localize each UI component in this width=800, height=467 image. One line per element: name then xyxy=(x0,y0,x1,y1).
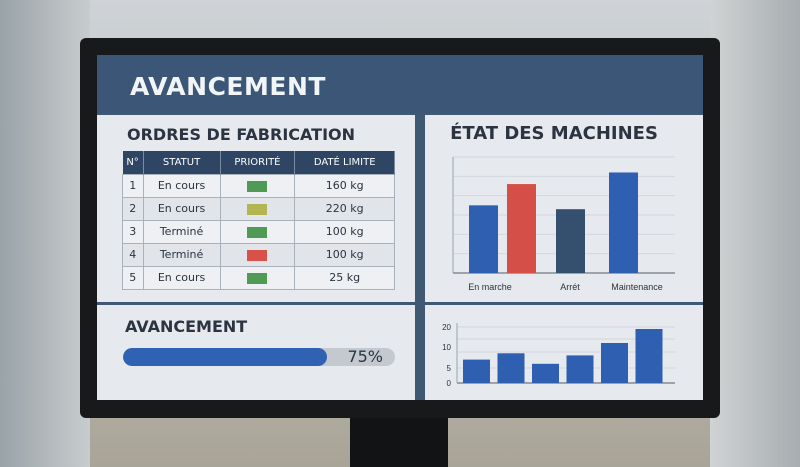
background-right xyxy=(710,0,800,467)
bar xyxy=(556,209,585,273)
order-status: En cours xyxy=(142,173,221,198)
priority-swatch xyxy=(247,180,268,192)
bar xyxy=(463,359,490,383)
order-status: En cours xyxy=(142,196,221,221)
bar xyxy=(507,184,536,273)
priority-cell xyxy=(219,173,296,198)
table-row: 4 Terminé 100 kg xyxy=(122,242,395,267)
priority-cell xyxy=(219,219,296,244)
orders-panel: ORDRES DE FABRICATION N° STATUT PRIORITÉ… xyxy=(97,115,415,302)
order-status: Terminé xyxy=(142,242,221,267)
bar xyxy=(601,343,628,383)
order-value: 25 kg xyxy=(294,265,395,290)
bar xyxy=(635,329,663,383)
y-tick-label: 20 xyxy=(442,323,451,332)
header: AVANCEMENT xyxy=(97,55,703,113)
orders-title: ORDRES DE FABRICATION xyxy=(127,125,356,144)
progress-title: AVANCEMENT xyxy=(125,317,248,336)
dashboard-screen: AVANCEMENT ORDRES DE FABRICATION N° STAT… xyxy=(97,55,703,400)
order-number: 5 xyxy=(122,265,144,290)
progress-panel: AVANCEMENT 75% xyxy=(97,305,415,400)
order-number: 3 xyxy=(122,219,144,244)
col-header: DATÉ LIMITE xyxy=(294,151,395,174)
progress-bar: 75% xyxy=(123,348,395,366)
machines-title: ÉTAT DES MACHINES xyxy=(450,123,658,144)
order-value: 100 kg xyxy=(294,242,395,267)
priority-cell xyxy=(219,242,296,267)
order-number: 4 xyxy=(122,242,144,267)
y-tick-label: 0 xyxy=(447,379,452,388)
order-value: 100 kg xyxy=(294,219,395,244)
priority-swatch xyxy=(247,272,268,284)
machines-chart: En marche Arrét Maintenance xyxy=(452,156,675,292)
order-number: 2 xyxy=(122,196,144,221)
bar xyxy=(566,355,594,383)
x-tick-label: En marche xyxy=(468,282,512,292)
page-title: AVANCEMENT xyxy=(130,72,326,101)
bar xyxy=(609,172,638,273)
priority-swatch xyxy=(247,249,268,261)
col-header: N° xyxy=(122,151,144,174)
y-tick-label: 5 xyxy=(447,364,452,373)
table-row: 3 Terminé 100 kg xyxy=(122,219,395,244)
monitor-stand xyxy=(350,418,448,467)
order-status: En cours xyxy=(142,265,221,290)
trend-panel: 0 5 10 20 xyxy=(425,305,703,400)
progress-label: 75% xyxy=(347,348,383,366)
table-row: 1 En cours 160 kg xyxy=(122,173,395,198)
y-tick-label: 10 xyxy=(442,343,451,352)
orders-table: N° STATUT PRIORITÉ DATÉ LIMITE 1 En cour… xyxy=(122,151,395,290)
bar xyxy=(532,363,559,383)
priority-swatch xyxy=(247,203,268,215)
priority-cell xyxy=(219,196,296,221)
trend-chart: 0 5 10 20 xyxy=(442,323,675,388)
order-status: Terminé xyxy=(142,219,221,244)
table-row: 2 En cours 220 kg xyxy=(122,196,395,221)
bar xyxy=(469,205,498,273)
table-row: 5 En cours 25 kg xyxy=(122,265,395,290)
x-tick-label: Maintenance xyxy=(611,282,663,292)
order-value: 220 kg xyxy=(294,196,395,221)
col-header: PRIORITÉ xyxy=(220,151,296,174)
priority-cell xyxy=(219,265,296,290)
machines-panel: ÉTAT DES MACHINES En marche Arrét Maintena… xyxy=(425,115,703,302)
priority-swatch xyxy=(247,226,268,238)
background-left xyxy=(0,0,90,467)
col-header: STATUT xyxy=(143,151,221,174)
order-number: 1 xyxy=(122,173,144,198)
order-value: 160 kg xyxy=(294,173,395,198)
x-tick-label: Arrét xyxy=(560,282,580,292)
bar xyxy=(497,353,525,383)
progress-fill xyxy=(123,348,327,366)
